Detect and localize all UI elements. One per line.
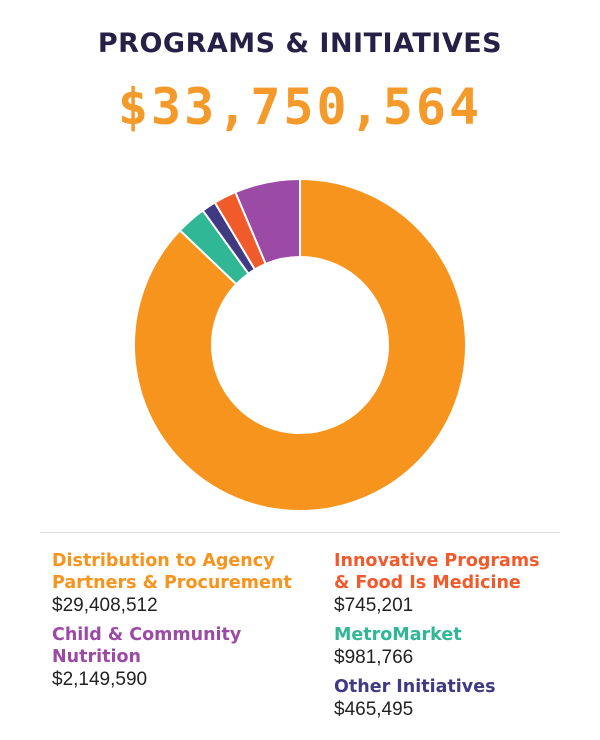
legend-entry-metromarket: MetroMarket $981,766 (334, 624, 574, 670)
legend-entry-innovative-programs: Innovative Programs & Food Is Medicine $… (334, 550, 574, 618)
legend-label-distribution: Distribution to Agency Partners & Procur… (52, 550, 327, 594)
legend-label-child-community-nutrition-line-2: Nutrition (52, 647, 141, 667)
donut-slice-distribution (133, 178, 467, 512)
legend-label-innovative-programs-line-1: Innovative Programs (334, 551, 540, 571)
donut-slice-child-community-nutrition (234, 178, 301, 265)
legend-entry-other-initiatives: Other Initiatives $465,495 (334, 676, 574, 722)
legend-label-child-community-nutrition-line-1: Child & Community (52, 625, 242, 645)
legend-value-innovative-programs: $745,201 (334, 595, 414, 616)
legend-label-child-community-nutrition: Child & Community Nutrition (52, 624, 327, 668)
legend-label-innovative-programs-line-2: & Food Is Medicine (334, 573, 521, 593)
legend-entry-child-community-nutrition: Child & Community Nutrition $2,149,590 (52, 624, 327, 692)
legend-value-child-community-nutrition: $2,149,590 (52, 669, 148, 690)
legend-value-distribution: $29,408,512 (52, 595, 158, 616)
legend-divider (40, 532, 560, 533)
legend-entry-distribution: Distribution to Agency Partners & Procur… (52, 550, 327, 618)
legend-label-other-initiatives: Other Initiatives (334, 676, 574, 698)
legend-label-innovative-programs: Innovative Programs & Food Is Medicine (334, 550, 574, 594)
legend-label-other-initiatives-line-1: Other Initiatives (334, 677, 496, 697)
total-amount: $33,750,564 (117, 78, 483, 136)
legend-label-distribution-line-2: Partners & Procurement (52, 573, 292, 593)
legend-value-other-initiatives: $465,495 (334, 699, 414, 720)
legend-value-metromarket: $981,766 (334, 647, 414, 668)
chart-title: PROGRAMS & INITIATIVES (97, 28, 503, 59)
legend-label-distribution-line-1: Distribution to Agency (52, 551, 275, 571)
legend-label-metromarket-line-1: MetroMarket (334, 625, 462, 645)
donut-chart (133, 178, 467, 512)
legend-label-metromarket: MetroMarket (334, 624, 574, 646)
